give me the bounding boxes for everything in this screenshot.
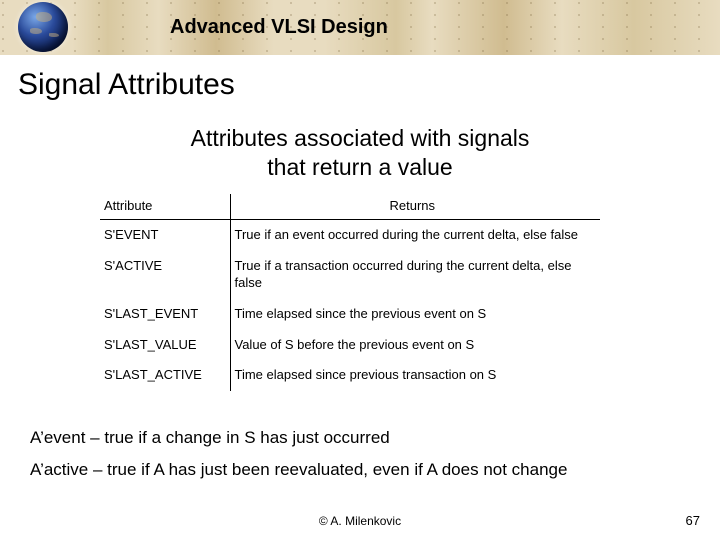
ret-cell: Time elapsed since the previous event on… [230,299,600,330]
footer-author: © A. Milenkovic [0,514,720,528]
globe-icon [18,2,68,52]
ret-cell: Value of S before the previous event on … [230,330,600,361]
attr-cell: S'LAST_EVENT [100,299,230,330]
ret-cell: Time elapsed since previous transaction … [230,360,600,391]
footer-page-number: 67 [686,513,700,528]
attr-cell: S'ACTIVE [100,251,230,299]
table-row: S'ACTIVE True if a transaction occurred … [100,251,600,299]
note-aevent: A’event – true if a change in S has just… [30,428,390,448]
header-band: Advanced VLSI Design [0,0,720,55]
slide-title: Signal Attributes [18,68,235,102]
table-row: S'LAST_VALUE Value of S before the previ… [100,330,600,361]
attr-cell: S'EVENT [100,220,230,251]
slide-subtitle: Attributes associated with signals that … [0,124,720,182]
subtitle-line2: that return a value [267,154,452,180]
table-header-returns: Returns [230,194,600,220]
attr-cell: S'LAST_VALUE [100,330,230,361]
attributes-table: Attribute Returns S'EVENT True if an eve… [100,194,600,391]
table-row: S'LAST_EVENT Time elapsed since the prev… [100,299,600,330]
table-row: S'LAST_ACTIVE Time elapsed since previou… [100,360,600,391]
ret-cell: True if a transaction occurred during th… [230,251,600,299]
subtitle-line1: Attributes associated with signals [191,125,530,151]
course-title: Advanced VLSI Design [170,16,388,39]
table-row: S'EVENT True if an event occurred during… [100,220,600,251]
ret-cell: True if an event occurred during the cur… [230,220,600,251]
attr-cell: S'LAST_ACTIVE [100,360,230,391]
table-header-attribute: Attribute [100,194,230,220]
note-aactive: A’active – true if A has just been reeva… [30,460,567,480]
